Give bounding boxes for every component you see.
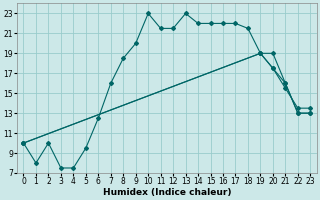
X-axis label: Humidex (Indice chaleur): Humidex (Indice chaleur) xyxy=(103,188,231,197)
